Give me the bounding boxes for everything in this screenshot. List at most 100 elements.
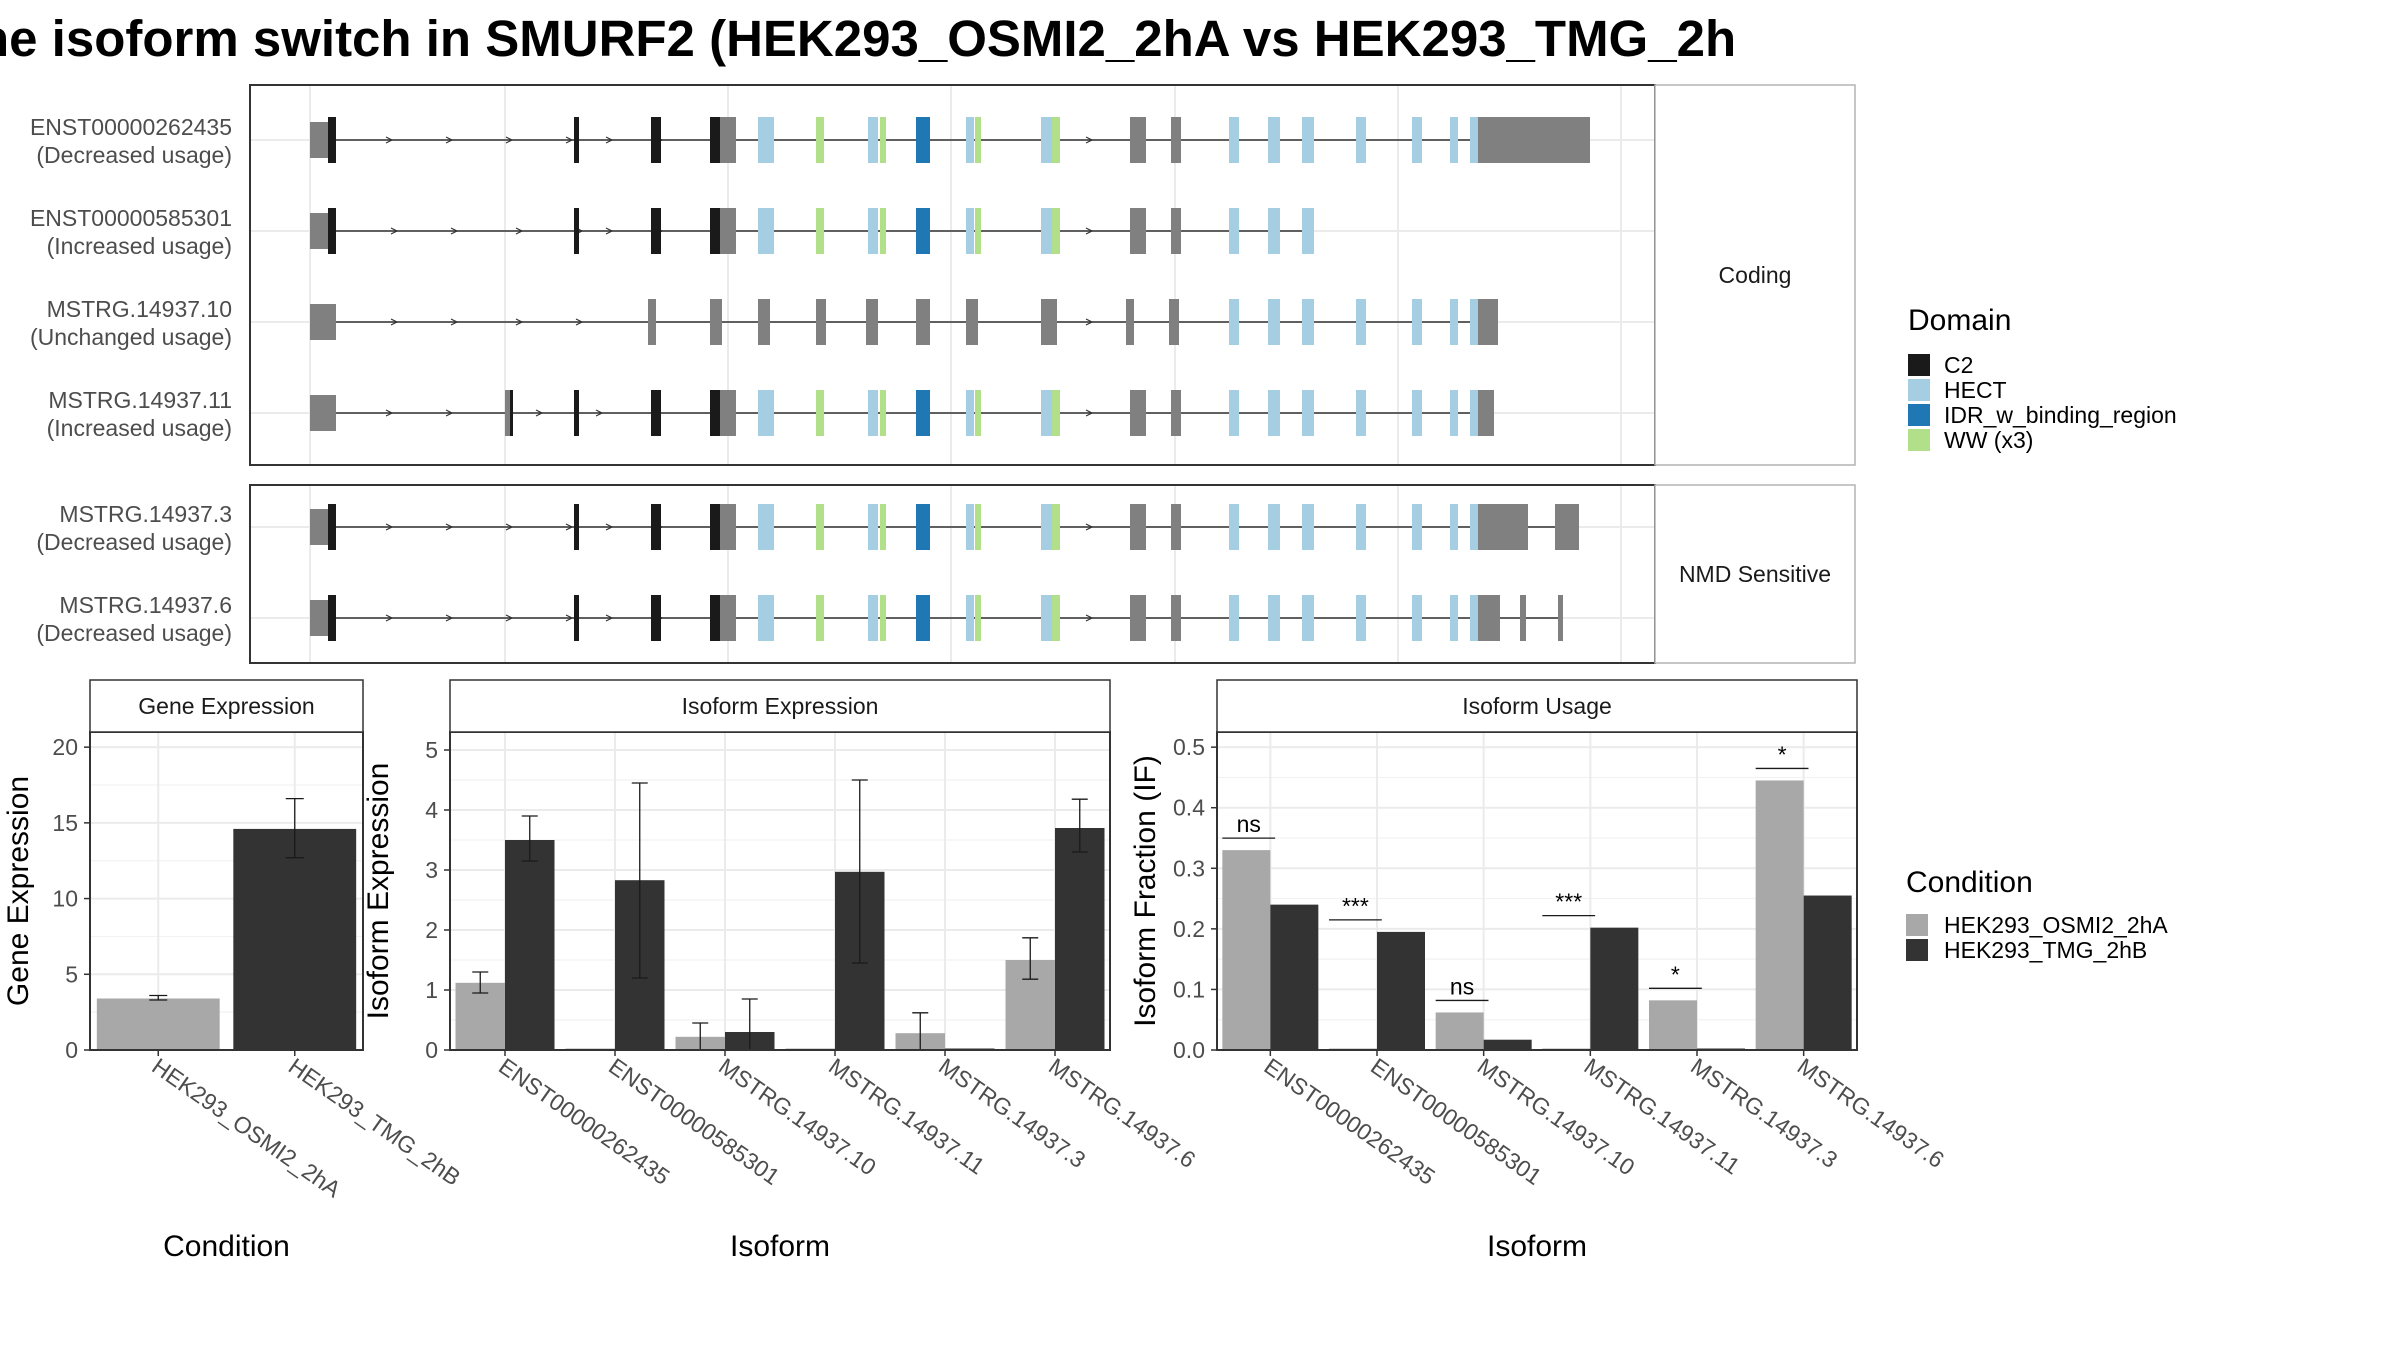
- direction-arrow: [575, 318, 584, 326]
- exon: [758, 299, 770, 345]
- legend-key: [1908, 429, 1930, 451]
- direction-arrow: [385, 136, 394, 144]
- exon: [1130, 117, 1146, 163]
- exon: [710, 117, 720, 163]
- bar: [1590, 927, 1639, 1050]
- direction-arrow: [565, 136, 574, 144]
- x-tick-label: ENST00000262435: [1259, 1053, 1439, 1190]
- y-axis-label: Isoform Expression: [362, 763, 395, 1020]
- transcript-usage-label: (Increased usage): [47, 415, 232, 441]
- exon: [868, 117, 878, 163]
- bar: [1649, 1000, 1697, 1050]
- exon: [328, 504, 336, 550]
- direction-arrow: [1085, 614, 1094, 622]
- exon: [1470, 390, 1478, 436]
- exon: [574, 504, 579, 550]
- exon: [1052, 390, 1060, 436]
- exon: [510, 390, 513, 436]
- direction-arrow: [445, 614, 454, 622]
- y-tick-label: 15: [52, 810, 78, 836]
- exon: [1268, 595, 1280, 641]
- chart-panel-background: [450, 732, 1110, 1050]
- exon: [310, 122, 330, 158]
- exon: [1171, 504, 1181, 550]
- exon: [1052, 208, 1060, 254]
- exon: [1229, 299, 1239, 345]
- legend-title: Condition: [1906, 866, 2033, 899]
- y-tick-label: 0.4: [1173, 795, 1205, 821]
- exon: [880, 504, 886, 550]
- exon: [966, 595, 974, 641]
- exon: [1470, 117, 1478, 163]
- transcript-usage-label: (Increased usage): [47, 233, 232, 259]
- exon: [720, 595, 736, 641]
- direction-arrow: [450, 227, 459, 235]
- y-tick-label: 0.1: [1173, 976, 1205, 1002]
- direction-arrow: [1085, 227, 1094, 235]
- exon: [1356, 595, 1366, 641]
- exon: [1555, 504, 1579, 550]
- exon: [1558, 595, 1563, 641]
- exon: [816, 595, 824, 641]
- exon: [1041, 208, 1052, 254]
- exon: [1356, 117, 1366, 163]
- y-tick-label: 0.0: [1173, 1037, 1205, 1063]
- exon: [720, 504, 736, 550]
- bar: [1270, 904, 1319, 1050]
- exon: [1470, 299, 1478, 345]
- exon: [880, 208, 886, 254]
- exon: [966, 208, 974, 254]
- direction-arrow: [505, 523, 514, 531]
- direction-arrow: [605, 523, 614, 531]
- exon: [505, 390, 511, 436]
- exon: [975, 208, 981, 254]
- exon: [966, 504, 974, 550]
- exon: [651, 595, 661, 641]
- exon: [310, 304, 336, 340]
- direction-arrow: [565, 614, 574, 622]
- exon: [1169, 299, 1175, 345]
- exon: [816, 299, 826, 345]
- exon: [1302, 299, 1314, 345]
- exon: [710, 504, 720, 550]
- transcript-row: MSTRG.14937.10(Unchanged usage): [30, 296, 1498, 350]
- direction-arrow: [390, 227, 399, 235]
- transcript-id-label: MSTRG.14937.10: [47, 296, 232, 322]
- exon: [1052, 117, 1060, 163]
- exon: [1268, 208, 1280, 254]
- exon: [720, 390, 736, 436]
- exon: [710, 390, 720, 436]
- exon: [1412, 504, 1422, 550]
- exon: [310, 509, 330, 545]
- direction-arrow: [450, 318, 459, 326]
- exon: [966, 299, 978, 345]
- y-tick-label: 2: [425, 917, 438, 943]
- y-tick-label: 0.2: [1173, 916, 1205, 942]
- bar: [1435, 1012, 1484, 1050]
- exon: [1412, 117, 1422, 163]
- exon: [1041, 117, 1052, 163]
- transcript-row: MSTRG.14937.3(Decreased usage): [36, 501, 1579, 555]
- legend-key: [1908, 354, 1930, 376]
- exon: [966, 117, 974, 163]
- exon: [710, 595, 720, 641]
- direction-arrow: [1085, 136, 1094, 144]
- y-tick-label: 4: [425, 797, 438, 823]
- direction-arrow: [445, 136, 454, 144]
- bar-charts: 05101520HEK293_OSMI2_2hAHEK293_TMG_2hBGe…: [2, 679, 1949, 1263]
- transcript-id-label: MSTRG.14937.11: [48, 387, 232, 413]
- direction-arrow: [535, 409, 544, 417]
- exon: [866, 299, 878, 345]
- exon: [1478, 117, 1590, 163]
- exon: [651, 390, 661, 436]
- y-axis-label: Gene Expression: [2, 776, 35, 1006]
- exon: [758, 595, 774, 641]
- chart-title-strip: [89, 679, 364, 733]
- direction-arrow: [595, 409, 604, 417]
- exon: [975, 595, 981, 641]
- exon: [1478, 299, 1498, 345]
- exon: [1356, 504, 1366, 550]
- exon: [1302, 595, 1314, 641]
- transcript-id-label: MSTRG.14937.3: [59, 501, 232, 527]
- exon: [1130, 390, 1146, 436]
